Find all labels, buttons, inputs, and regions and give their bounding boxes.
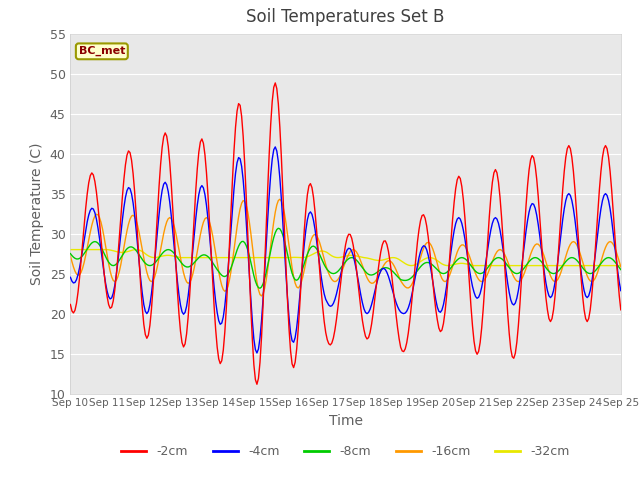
Legend: -2cm, -4cm, -8cm, -16cm, -32cm: -2cm, -4cm, -8cm, -16cm, -32cm xyxy=(116,440,575,463)
Text: BC_met: BC_met xyxy=(79,46,125,57)
X-axis label: Time: Time xyxy=(328,414,363,428)
Title: Soil Temperatures Set B: Soil Temperatures Set B xyxy=(246,9,445,26)
Y-axis label: Soil Temperature (C): Soil Temperature (C) xyxy=(30,143,44,285)
